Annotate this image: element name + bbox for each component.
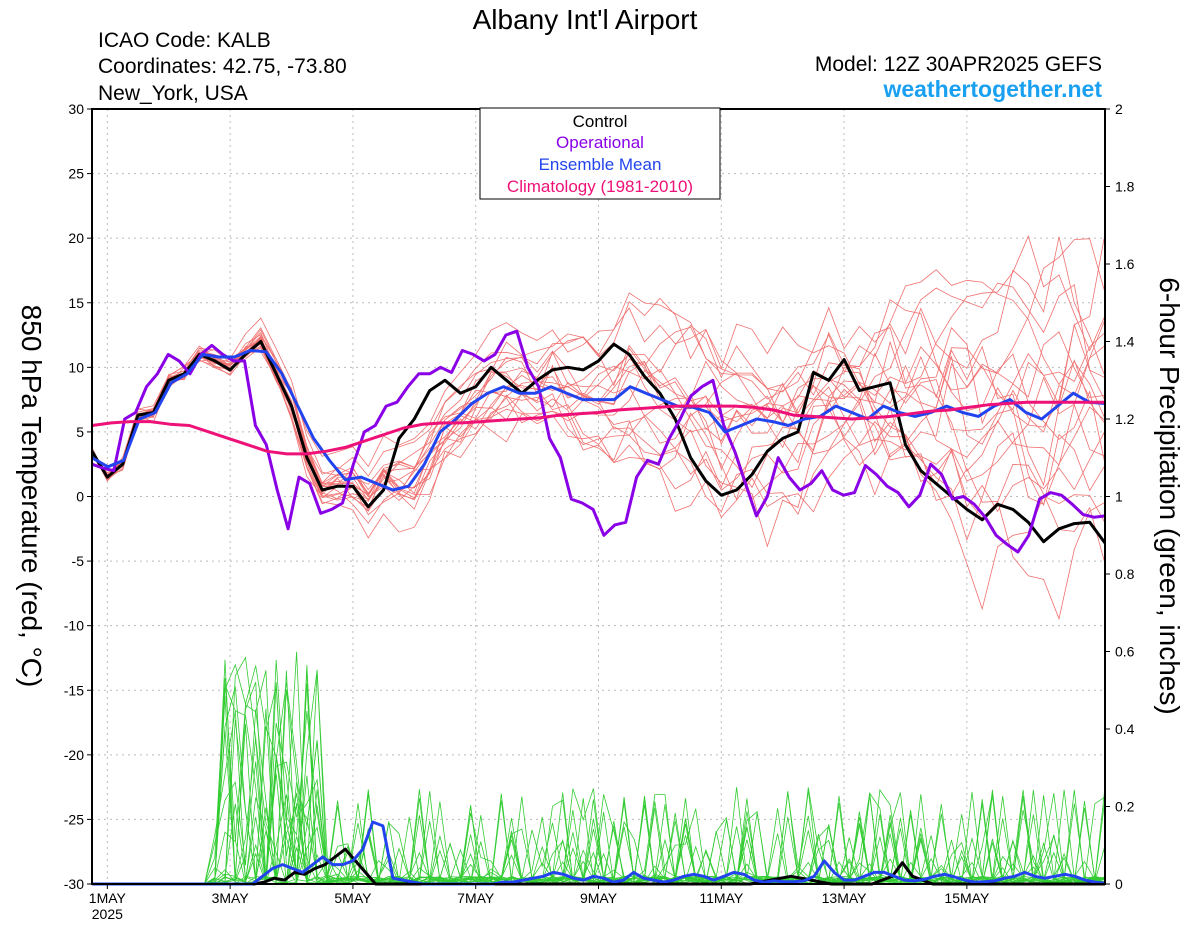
x-tick-label: 13MAY [822, 890, 868, 906]
icao-code: ICAO Code: KALB [98, 29, 271, 52]
left-axis-label: 850 hPa Temperature (red, °C) [16, 305, 47, 688]
right-tick-label: 0 [1115, 876, 1123, 892]
temp-member-line [91, 299, 1106, 524]
left-tick-label: 10 [68, 359, 84, 375]
ensemble-mean-precip-line [92, 820, 1106, 886]
legend-box [479, 107, 721, 200]
precip-member-line [92, 670, 1106, 885]
right-tick-label: 0.8 [1115, 566, 1135, 582]
temp-member-line [91, 233, 1106, 509]
temp-member-line [91, 331, 1106, 501]
left-tick-label: -25 [64, 811, 84, 827]
temp-member-line [91, 317, 1106, 564]
legend-control: Control [573, 112, 628, 131]
x-tick-label: 3MAY [212, 890, 250, 906]
right-tick-label: 1.2 [1115, 411, 1135, 427]
model-run: Model: 12Z 30APR2025 GEFS [815, 53, 1102, 76]
precip-member-line [92, 669, 1106, 885]
left-tick-label: -20 [64, 747, 84, 763]
temp-member-line [91, 282, 1106, 477]
precip-member-line [92, 682, 1106, 885]
operational-temp-line [91, 329, 1106, 554]
legend-ensemble-mean: Ensemble Mean [539, 155, 662, 174]
x-tick-label: 15MAY [944, 890, 990, 906]
left-tick-label: -5 [72, 553, 85, 569]
left-tick-label: -30 [64, 876, 84, 892]
chart-title: Albany Int'l Airport [473, 4, 698, 35]
left-tick-label: 15 [68, 295, 84, 311]
left-tick-label: 30 [68, 101, 84, 117]
precip-member-line [92, 659, 1106, 885]
left-axis-ticks: 30 25 20 15 10 5 0 -5 -10 -15 -20 -25 -30 [64, 101, 92, 892]
left-tick-label: 0 [76, 489, 84, 505]
x-tick-label: 5MAY [334, 890, 372, 906]
right-axis-label: 6-hour Precipitation (green, inches) [1154, 277, 1185, 714]
x-tick-label: 11MAY [699, 890, 743, 906]
right-tick-label: 0.6 [1115, 644, 1135, 660]
coordinates: Coordinates: 42.75, -73.80 [98, 55, 347, 78]
right-axis-ticks: 2 1.8 1.6 1.4 1.2 1 0.8 0.6 0.4 0.2 0 [1105, 101, 1135, 892]
right-tick-label: 1.8 [1115, 179, 1135, 195]
left-tick-label: 5 [76, 424, 84, 440]
temp-member-line [91, 319, 1106, 497]
x-tick-year: 2025 [92, 906, 123, 922]
x-tick-label: 9MAY [580, 890, 618, 906]
temp-member-line [91, 326, 1106, 621]
temp-member-line [91, 236, 1106, 477]
right-tick-label: 2 [1115, 101, 1123, 117]
x-tick-label: 7MAY [457, 890, 495, 906]
temp-member-line [91, 345, 1106, 539]
x-tick-label: 1MAY [89, 890, 127, 906]
control-temp-line [90, 340, 1107, 544]
left-tick-label: 20 [68, 230, 84, 246]
right-tick-label: 1 [1115, 489, 1123, 505]
left-tick-label: -10 [64, 618, 84, 634]
left-tick-label: -15 [64, 682, 84, 698]
right-tick-label: 1.6 [1115, 256, 1135, 272]
legend-climatology: Climatology (1981-2010) [507, 177, 693, 196]
brand-link[interactable]: weathertogether.net [882, 76, 1102, 102]
legend: Control Operational Ensemble Mean Climat… [479, 107, 721, 200]
temp-member-line [91, 269, 1106, 495]
left-tick-label: 25 [68, 166, 84, 182]
right-tick-label: 1.4 [1115, 334, 1135, 350]
ensemble-members [91, 233, 1106, 885]
temp-member-line [91, 324, 1106, 488]
right-tick-label: 0.4 [1115, 721, 1135, 737]
legend-operational: Operational [556, 133, 644, 152]
climatology-1981-2010-temp-line [91, 400, 1105, 456]
right-tick-label: 0.2 [1115, 799, 1135, 815]
location: New_York, USA [98, 82, 248, 105]
